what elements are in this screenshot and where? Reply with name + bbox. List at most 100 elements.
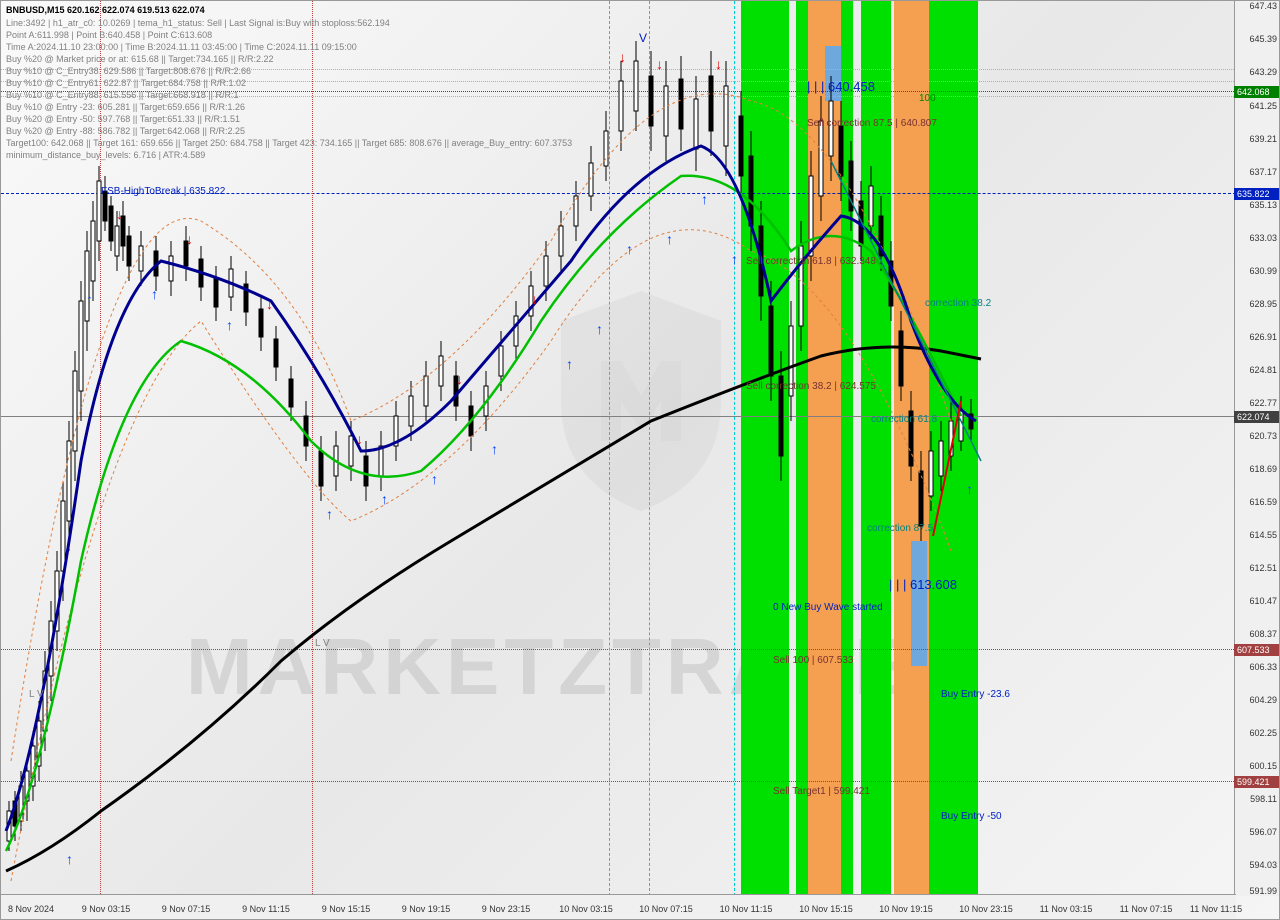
arrow-down-6: ↓ [531, 291, 538, 307]
y-tick: 633.03 [1236, 233, 1277, 243]
annotation-10: | | | 613.608 [889, 577, 957, 592]
info-line-2: Time A:2024.11.10 23:00:00 | Time B:2024… [6, 42, 357, 52]
y-tick: 630.99 [1236, 266, 1277, 276]
arrow-up-11: ↑ [626, 241, 633, 257]
chart-area[interactable]: MARKETZTRADE [1, 1, 1236, 896]
arrow-down-2: ↓ [186, 231, 193, 247]
arrow-up-4: ↑ [226, 317, 233, 333]
y-tick: 626.91 [1236, 332, 1277, 342]
x-tick: 9 Nov 07:15 [162, 904, 211, 914]
y-tick: 608.37 [1236, 629, 1277, 639]
info-line-10: Target100: 642.068 || Target 161: 659.65… [6, 138, 572, 148]
x-tick: 11 Nov 07:15 [1120, 904, 1173, 914]
arrow-up-15: ↑ [966, 481, 973, 497]
arrow-up-2: ↑ [86, 291, 93, 307]
y-tick: 620.73 [1236, 431, 1277, 441]
x-tick: 10 Nov 03:15 [559, 904, 613, 914]
annotation-8: correction 61.8 [871, 414, 937, 425]
y-tick: 596.07 [1236, 827, 1277, 837]
x-tick: 11 Nov 11:15 [1190, 904, 1242, 914]
y-tick: 612.51 [1236, 563, 1277, 573]
y-tick: 604.29 [1236, 695, 1277, 705]
annotation-5: 100 [919, 93, 936, 104]
x-tick: 11 Nov 03:15 [1040, 904, 1093, 914]
info-line-9: Buy %20 @ Entry -88: 586.782 || Target:6… [6, 126, 245, 136]
arrow-up-6: ↑ [381, 491, 388, 507]
y-tick: 643.29 [1236, 67, 1277, 77]
arrow-up-3: ↑ [151, 286, 158, 302]
info-line-7: Buy %10 @ Entry -23: 605.281 || Target:6… [6, 102, 245, 112]
x-tick: 8 Nov 2024 [8, 904, 54, 914]
annotation-0: FSB-HighToBreak | 635.822 [101, 186, 225, 197]
y-tick: 614.55 [1236, 530, 1277, 540]
x-tick: 9 Nov 03:15 [82, 904, 131, 914]
arrow-down-4: ↓ [356, 431, 363, 447]
info-line-0: Line:3492 | h1_atr_c0: 10.0269 | tema_h1… [6, 18, 390, 28]
arrow-up-12: ↑ [666, 231, 673, 247]
info-line-6: Buy %10 @ C_Entry88: 615.556 || Target:6… [6, 90, 238, 100]
y-tick: 647.43 [1236, 1, 1277, 11]
annotation-16: Buy Entry -50 [941, 811, 1002, 822]
arrow-up-5: ↑ [326, 506, 333, 522]
arrow-down-9: ↓ [715, 56, 722, 72]
arrow-down-1: ↓ [116, 206, 123, 222]
x-tick: 10 Nov 11:15 [720, 904, 773, 914]
y-tick: 622.77 [1236, 398, 1277, 408]
arrow-down-3: ↓ [266, 296, 273, 312]
y-tick: 635.13 [1236, 200, 1277, 210]
price-label-607: 607.533 [1234, 644, 1279, 656]
y-tick: 637.17 [1236, 167, 1277, 177]
price-label-642: 642.068 [1234, 86, 1279, 98]
y-tick: 624.81 [1236, 365, 1277, 375]
price-label-622: 622.074 [1234, 411, 1279, 423]
x-tick: 10 Nov 23:15 [959, 904, 1013, 914]
annotation-6: correction 38.2 [925, 298, 991, 309]
info-line-11: minimum_distance_buy_levels: 6.716 | ATR… [6, 150, 205, 160]
annotation-2: | | | 640.458 [807, 79, 875, 94]
info-line-8: Buy %20 @ Entry -50: 597.768 || Target:6… [6, 114, 240, 124]
y-tick: 602.25 [1236, 728, 1277, 738]
annotation-15: Sell Target1 | 599.421 [773, 786, 870, 797]
y-tick: 645.39 [1236, 34, 1277, 44]
chart-container: MARKETZTRADE [0, 0, 1280, 920]
x-tick: 10 Nov 15:15 [799, 904, 853, 914]
x-axis: 8 Nov 2024 9 Nov 03:15 9 Nov 07:15 9 Nov… [1, 894, 1236, 919]
annotation-9: correction 87.5 [867, 523, 933, 534]
x-tick: 9 Nov 23:15 [482, 904, 531, 914]
x-tick: 10 Nov 07:15 [639, 904, 693, 914]
y-axis: 647.43 645.39 643.29 641.25 639.21 637.1… [1234, 1, 1279, 896]
arrow-up-13: ↑ [701, 191, 708, 207]
y-tick: 591.99 [1236, 886, 1277, 896]
arrow-up-9: ↑ [566, 356, 573, 372]
arrow-up-8: ↑ [491, 441, 498, 457]
y-tick: 616.59 [1236, 497, 1277, 507]
x-tick: 9 Nov 15:15 [322, 904, 371, 914]
chart-title: BNBUSD,M15 620.162 622.074 619.513 622.0… [6, 5, 205, 15]
arrow-up-7: ↑ [431, 471, 438, 487]
info-line-4: Buy %10 @ C_Entry38: 629.586 || Target:8… [6, 66, 251, 76]
arrow-up-10: ↑ [596, 321, 603, 337]
annotation-12: L V [315, 638, 330, 649]
y-tick: 594.03 [1236, 860, 1277, 870]
info-line-5: Buy %10 @ C_Entry61: 622.87 || Target:68… [6, 78, 246, 88]
annotation-3: Sell correction 87.5 | 640.807 [807, 118, 937, 129]
annotation-11: 0 New Buy Wave started [773, 602, 883, 613]
x-tick: 9 Nov 11:15 [242, 904, 290, 914]
info-line-1: Point A:611.998 | Point B:640.458 | Poin… [6, 30, 212, 40]
annotation-4: Sell correction 61.8 | 632.348 [746, 256, 876, 267]
arrow-down-8: ↓ [656, 56, 663, 72]
y-tick: 600.15 [1236, 761, 1277, 771]
price-label-599: 599.421 [1234, 776, 1279, 788]
annotation-14: Buy Entry -23.6 [941, 689, 1010, 700]
y-tick: 641.25 [1236, 101, 1277, 111]
x-tick: 9 Nov 19:15 [402, 904, 451, 914]
y-tick: 628.95 [1236, 299, 1277, 309]
arrow-up-14: ↑ [731, 251, 738, 267]
annotation-1: V [639, 31, 647, 45]
y-tick: 639.21 [1236, 134, 1277, 144]
annotation-13: Sell 100 | 607.533 [773, 655, 853, 666]
annotation-7: Sell correction 38.2 | 624.575 [746, 381, 876, 392]
arrow-down-5: ↓ [456, 371, 463, 387]
x-tick: 10 Nov 19:15 [879, 904, 933, 914]
arrow-up-1: ↑ [66, 851, 73, 867]
